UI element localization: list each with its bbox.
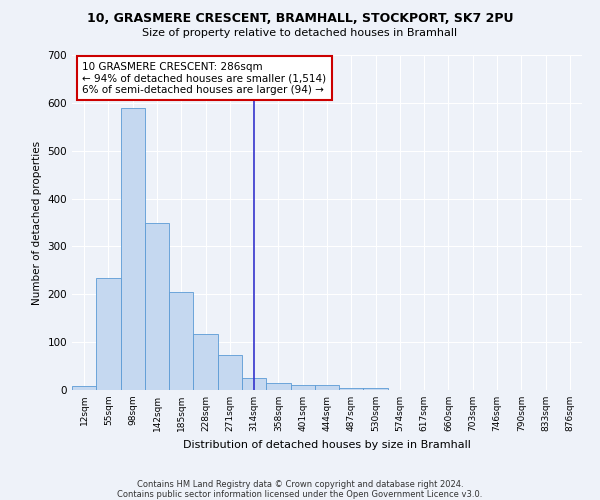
Bar — [266, 383, 290, 390]
Bar — [242, 378, 266, 390]
Bar — [96, 278, 121, 390]
Bar — [72, 386, 96, 390]
Bar — [364, 388, 388, 390]
Bar — [339, 388, 364, 390]
Bar — [121, 108, 145, 390]
Bar — [218, 355, 242, 390]
Text: Contains public sector information licensed under the Open Government Licence v3: Contains public sector information licen… — [118, 490, 482, 499]
Text: 10, GRASMERE CRESCENT, BRAMHALL, STOCKPORT, SK7 2PU: 10, GRASMERE CRESCENT, BRAMHALL, STOCKPO… — [87, 12, 513, 26]
Text: 10 GRASMERE CRESCENT: 286sqm
← 94% of detached houses are smaller (1,514)
6% of : 10 GRASMERE CRESCENT: 286sqm ← 94% of de… — [82, 62, 326, 95]
Bar — [193, 334, 218, 390]
Bar — [290, 385, 315, 390]
Bar — [145, 222, 169, 390]
Y-axis label: Number of detached properties: Number of detached properties — [32, 140, 42, 304]
X-axis label: Distribution of detached houses by size in Bramhall: Distribution of detached houses by size … — [183, 440, 471, 450]
Text: Size of property relative to detached houses in Bramhall: Size of property relative to detached ho… — [142, 28, 458, 38]
Bar — [315, 385, 339, 390]
Bar — [169, 292, 193, 390]
Text: Contains HM Land Registry data © Crown copyright and database right 2024.: Contains HM Land Registry data © Crown c… — [137, 480, 463, 489]
